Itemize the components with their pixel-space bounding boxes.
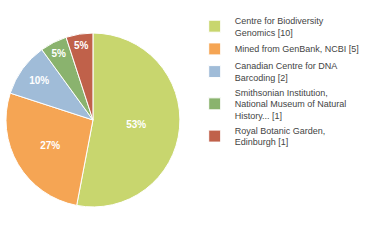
svg-text:5%: 5% (52, 48, 67, 59)
svg-text:Centre for BiodiversityGenomic: Centre for BiodiversityGenomics [10] (235, 16, 324, 38)
svg-text:Canadian Centre for DNABarcodi: Canadian Centre for DNABarcoding [2] (235, 61, 338, 83)
svg-text:27%: 27% (40, 140, 60, 151)
svg-text:Mined from GenBank, NCBI [5]: Mined from GenBank, NCBI [5] (235, 44, 359, 54)
svg-text:Smithsonian Institution,Nation: Smithsonian Institution,National Museum … (235, 88, 347, 121)
svg-text:Royal Botanic Garden,Edinburgh: Royal Botanic Garden,Edinburgh [1] (235, 126, 326, 148)
svg-text:53%: 53% (126, 119, 146, 130)
svg-text:10%: 10% (29, 75, 49, 86)
svg-text:5%: 5% (74, 40, 89, 51)
